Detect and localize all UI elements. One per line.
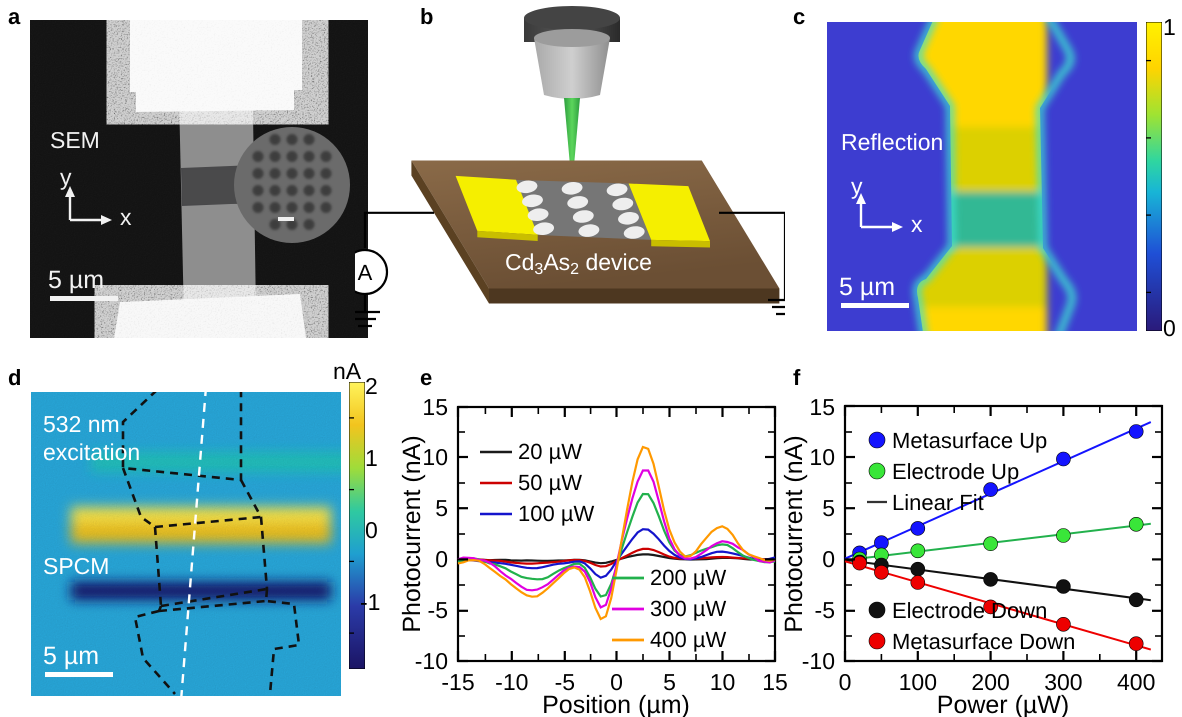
svg-text:-5: -5 [815, 597, 835, 623]
svg-text:5 µm: 5 µm [43, 642, 99, 670]
svg-text:5 µm: 5 µm [839, 273, 895, 301]
svg-text:Electrode Up: Electrode Up [892, 459, 1019, 484]
svg-text:5: 5 [435, 495, 448, 521]
svg-text:x: x [911, 211, 923, 237]
svg-text:excitation: excitation [43, 439, 140, 465]
svg-text:Photocurrent (nA): Photocurrent (nA) [780, 435, 808, 632]
svg-text:100 µW: 100 µW [518, 501, 594, 526]
svg-text:SPCM: SPCM [43, 553, 109, 579]
svg-text:x: x [120, 204, 132, 230]
svg-text:Photocurrent (nA): Photocurrent (nA) [400, 435, 426, 632]
svg-text:15: 15 [809, 394, 835, 420]
svg-text:5 µm: 5 µm [48, 266, 104, 294]
svg-text:532 nm: 532 nm [43, 411, 120, 437]
svg-text:10: 10 [710, 669, 736, 695]
svg-text:10: 10 [809, 444, 835, 470]
svg-text:400 µW: 400 µW [650, 627, 726, 652]
svg-text:-10: -10 [802, 648, 835, 674]
svg-text:Electrode Down: Electrode Down [892, 598, 1047, 623]
svg-text:0: 0 [435, 546, 448, 572]
svg-text:-10: -10 [495, 669, 528, 695]
svg-text:Linear Fit: Linear Fit [892, 490, 984, 515]
svg-text:Position (µm): Position (µm) [542, 691, 690, 717]
svg-text:10: 10 [422, 444, 448, 470]
svg-text:15: 15 [422, 394, 448, 420]
svg-text:200 µW: 200 µW [650, 565, 726, 590]
svg-text:Power (µW): Power (µW) [937, 691, 1069, 717]
svg-text:Reflection: Reflection [841, 129, 943, 155]
svg-text:-5: -5 [428, 597, 448, 623]
svg-text:300 µW: 300 µW [650, 596, 726, 621]
svg-text:Metasurface Up: Metasurface Up [892, 428, 1047, 453]
svg-text:A: A [358, 260, 373, 285]
svg-text:50 µW: 50 µW [518, 470, 582, 495]
svg-text:Cd3As2 device: Cd3As2 device [505, 249, 652, 278]
svg-text:5: 5 [822, 495, 835, 521]
svg-text:y: y [60, 164, 72, 190]
svg-text:-10: -10 [415, 648, 448, 674]
svg-text:0: 0 [839, 669, 852, 695]
svg-text:20 µW: 20 µW [518, 439, 582, 464]
svg-text:Metasurface Down: Metasurface Down [892, 629, 1075, 654]
svg-text:SEM: SEM [50, 127, 100, 153]
svg-text:0: 0 [822, 546, 835, 572]
svg-text:400: 400 [1117, 669, 1155, 695]
svg-text:100: 100 [899, 669, 937, 695]
